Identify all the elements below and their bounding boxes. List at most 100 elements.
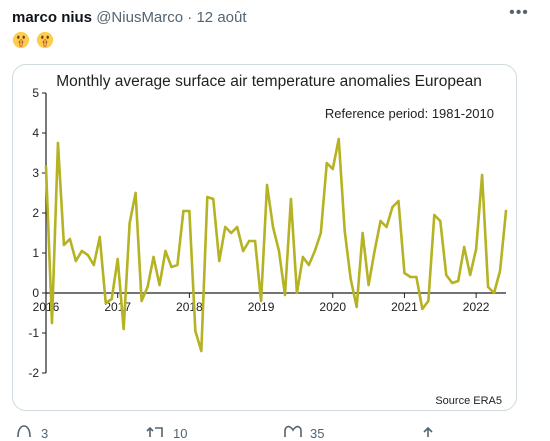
data-point — [277, 249, 281, 253]
post-date[interactable]: 12 août — [196, 9, 247, 26]
author-name[interactable]: marco nius — [12, 9, 93, 26]
x-tick-label: 2018 — [176, 300, 203, 314]
data-point — [504, 209, 508, 213]
data-point — [122, 327, 125, 331]
data-point — [474, 247, 478, 251]
data-point — [415, 275, 418, 279]
data-point — [194, 329, 197, 333]
more-icon[interactable]: ••• — [509, 4, 529, 21]
share-icon — [423, 426, 433, 437]
series-points — [44, 137, 508, 353]
data-point — [241, 249, 245, 253]
data-point — [164, 249, 167, 253]
data-point — [134, 191, 137, 195]
data-point — [212, 197, 215, 201]
data-point — [44, 165, 48, 169]
data-point — [397, 199, 400, 203]
data-point — [391, 205, 394, 209]
data-point — [56, 141, 60, 145]
data-point — [146, 285, 149, 289]
data-point — [409, 275, 412, 279]
data-point — [253, 239, 257, 243]
chart-title: Monthly average surface air temperature … — [56, 73, 482, 90]
data-point — [313, 249, 317, 253]
data-point — [301, 255, 305, 259]
data-point — [206, 195, 209, 199]
data-point — [98, 235, 101, 239]
data-point — [445, 273, 448, 277]
data-point — [343, 229, 346, 233]
data-point — [457, 279, 460, 283]
data-point — [307, 263, 311, 267]
x-tick-label: 2022 — [463, 300, 490, 314]
data-point — [433, 213, 436, 217]
data-point — [349, 277, 352, 281]
data-point — [92, 263, 95, 267]
shushing-face-icon — [37, 31, 54, 49]
data-point — [361, 231, 364, 235]
data-point — [229, 231, 233, 235]
data-point — [152, 255, 155, 259]
reply-count: 3 — [41, 426, 49, 441]
reference-annotation: Reference period: 1981-2010 — [325, 106, 494, 121]
data-point — [259, 299, 263, 303]
data-point — [247, 239, 251, 243]
x-tick-label: 2020 — [319, 300, 346, 314]
data-point — [265, 183, 269, 187]
retweet-count: 10 — [173, 426, 188, 441]
data-point — [403, 271, 406, 275]
data-point — [295, 291, 299, 295]
data-point — [74, 259, 78, 263]
data-point — [271, 225, 275, 229]
data-point — [439, 219, 442, 223]
data-point — [170, 265, 173, 269]
source-label: Source ERA5 — [435, 395, 502, 407]
x-axis: 2016 2017 2018 2019 2020 2021 2022 — [33, 292, 506, 314]
data-point — [224, 225, 227, 229]
data-point — [176, 263, 179, 267]
data-point — [283, 293, 287, 297]
data-point — [468, 273, 472, 277]
data-point — [289, 197, 293, 201]
like-count: 35 — [310, 426, 325, 441]
data-point — [116, 257, 119, 261]
data-point — [80, 249, 84, 253]
separator-dot: · — [187, 9, 193, 26]
data-point — [235, 225, 239, 229]
tweet-header: marco nius @NiusMarco · 12 août — [12, 9, 538, 31]
data-point — [325, 161, 328, 165]
y-axis: -2 -1 0 1 2 3 4 5 — [28, 86, 47, 380]
retweet-icon — [146, 426, 163, 437]
data-point — [104, 301, 107, 305]
shushing-face-icon — [12, 31, 30, 49]
chart: Monthly average surface air temperature … — [28, 73, 508, 407]
data-point — [462, 245, 466, 249]
x-tick-label: 2021 — [391, 300, 418, 314]
action-bar: 3 10 35 — [0, 420, 550, 441]
y-tick-label: 1 — [32, 246, 39, 260]
y-tick-label: 4 — [32, 126, 39, 140]
data-point — [367, 283, 370, 287]
author-handle[interactable]: @NiusMarco — [96, 9, 184, 26]
x-tick-label: 2016 — [33, 300, 60, 314]
reply-icon — [17, 425, 31, 437]
tweet-text — [12, 31, 56, 53]
data-point — [492, 291, 496, 295]
data-point — [451, 281, 454, 285]
data-point — [188, 209, 191, 213]
data-point — [480, 173, 484, 177]
data-point — [68, 237, 72, 241]
data-point — [337, 137, 340, 141]
y-tick-label: 3 — [32, 166, 39, 180]
y-tick-label: 5 — [32, 86, 39, 100]
tweet-image[interactable]: Monthly average surface air temperature … — [12, 64, 517, 411]
data-point — [355, 305, 358, 309]
data-point — [218, 259, 221, 263]
data-point — [182, 209, 185, 213]
data-point — [379, 219, 382, 223]
data-point — [128, 221, 131, 225]
data-point — [319, 231, 323, 235]
data-point — [86, 253, 90, 257]
data-point — [200, 349, 203, 353]
series-line — [44, 137, 508, 353]
